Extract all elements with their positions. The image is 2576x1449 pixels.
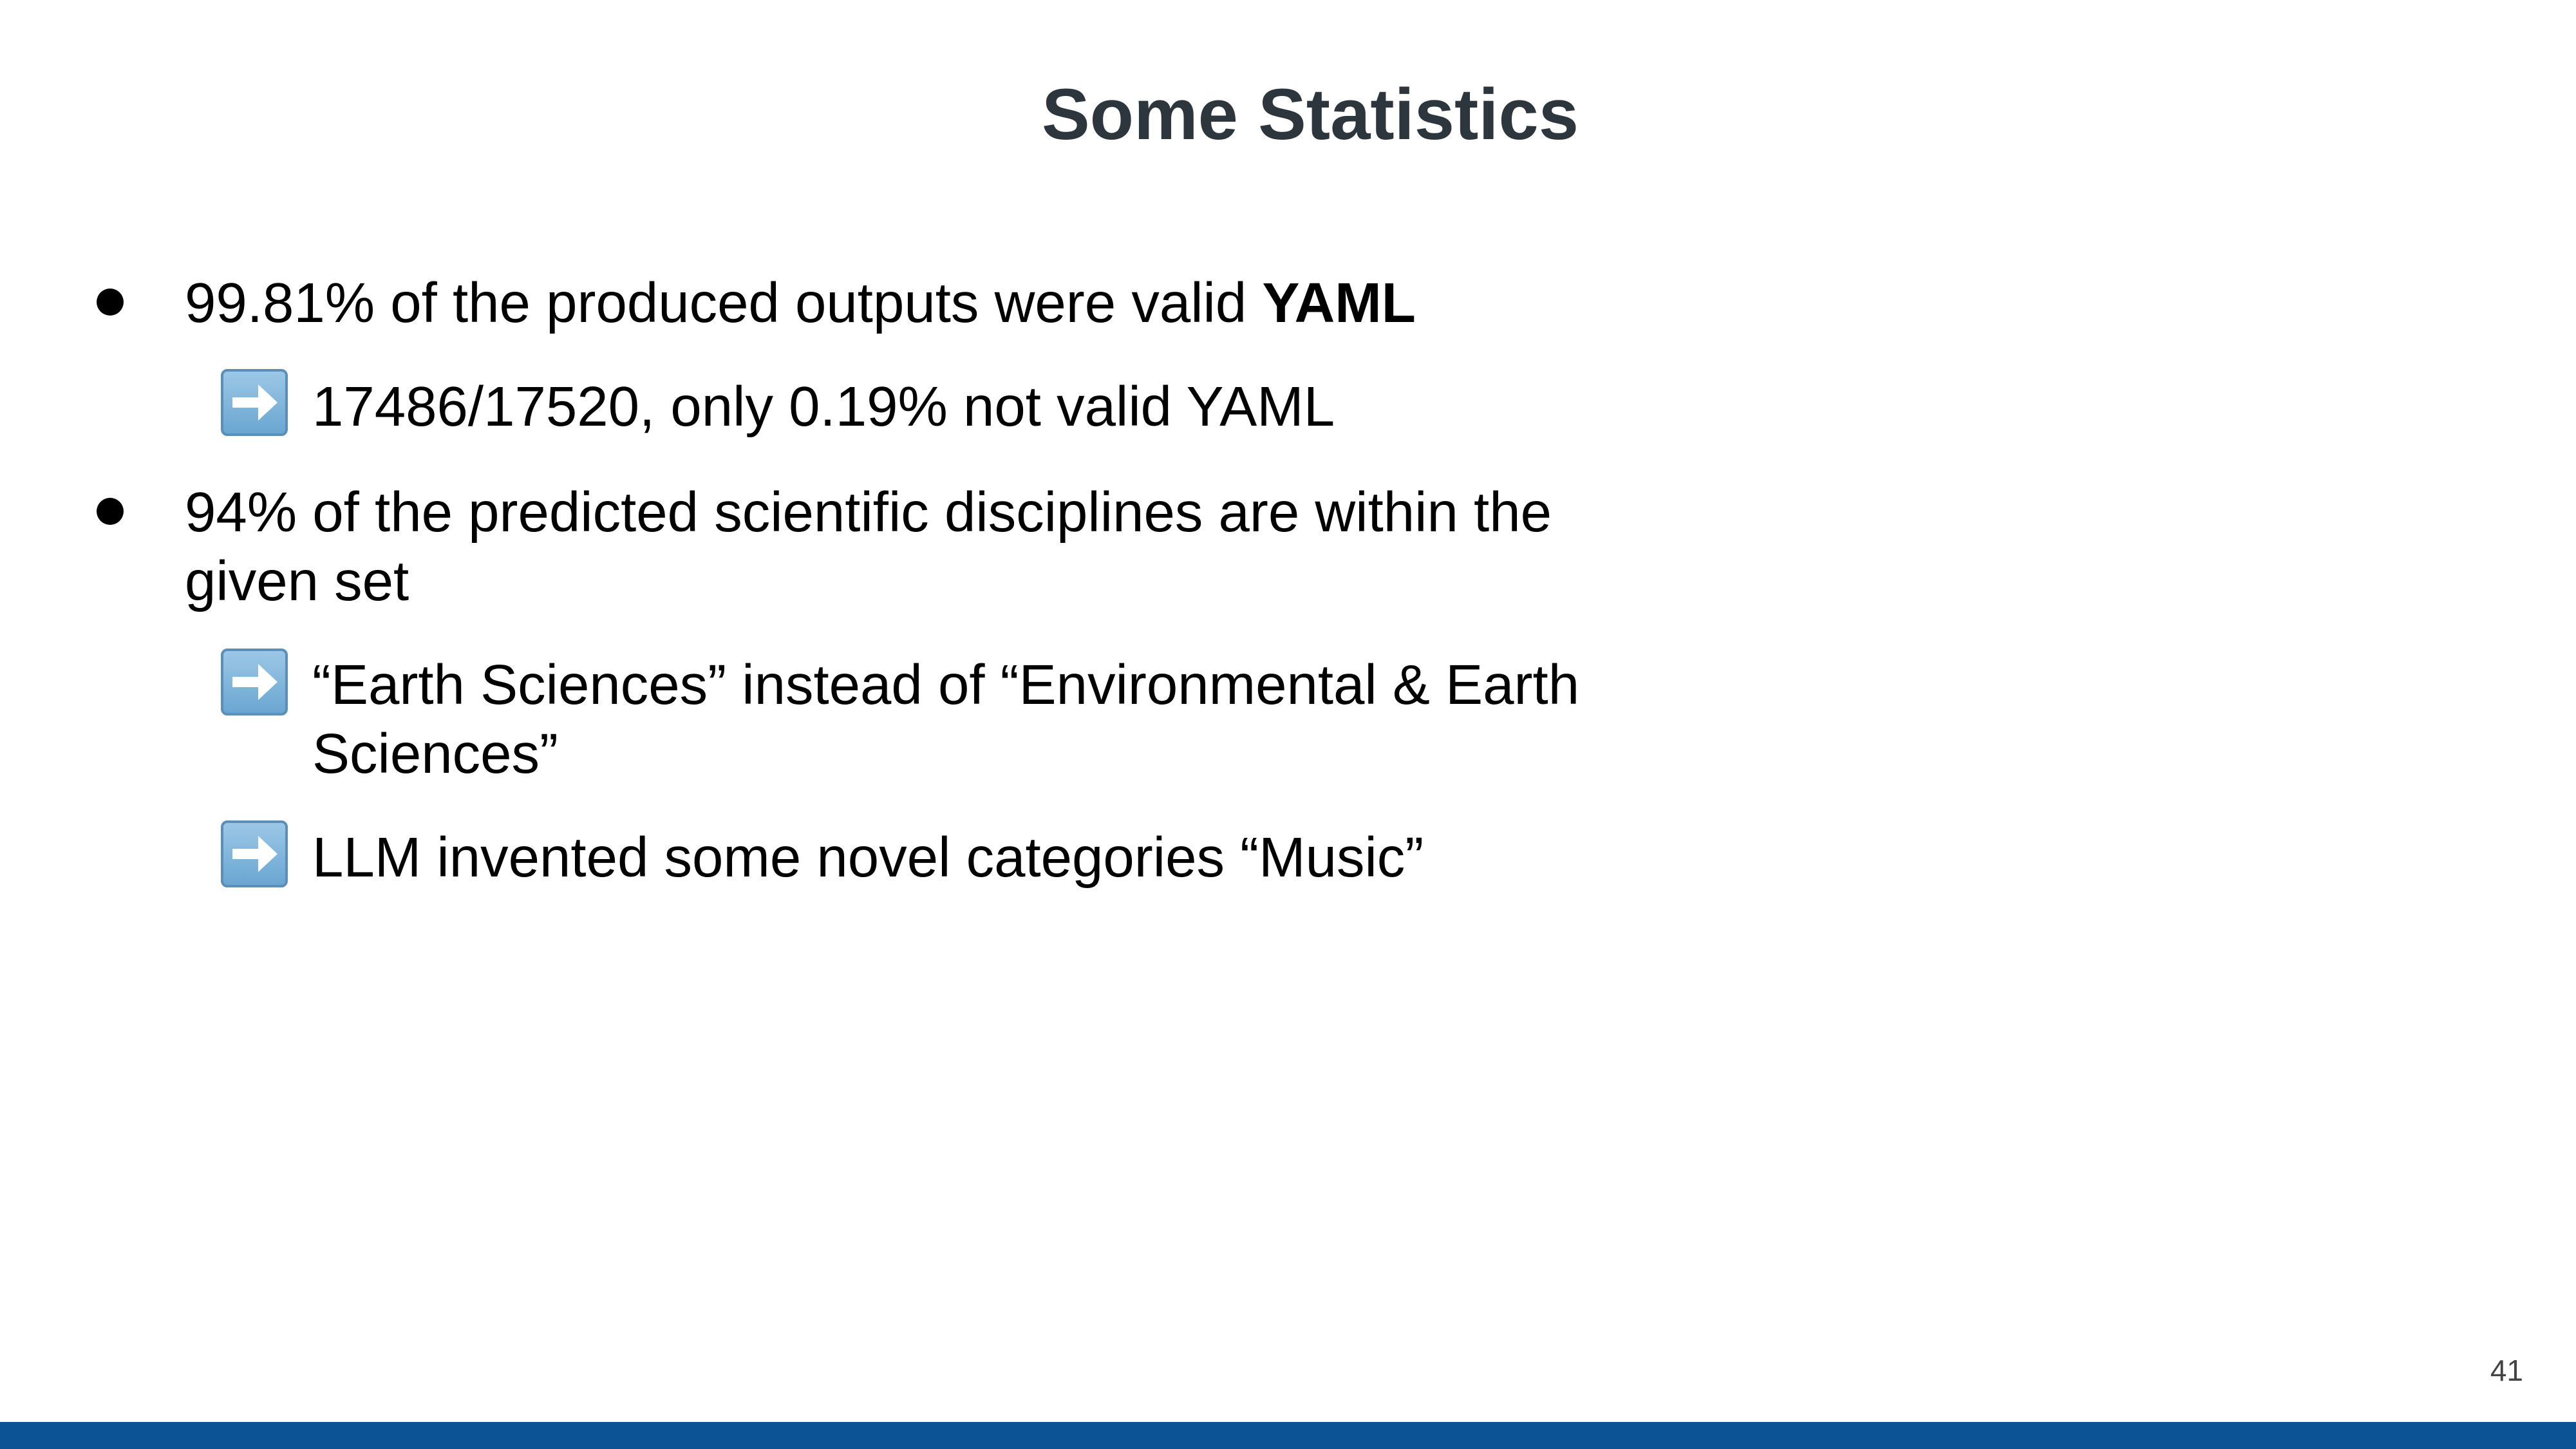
bullet-dot — [97, 498, 124, 525]
bullet-2-line-1: 94% of the predicted scientific discipli… — [185, 481, 1552, 544]
right-arrow-glyph — [232, 836, 277, 872]
subitem-2-1-line-2: Sciences” — [312, 723, 558, 785]
subitem-2-1-line-1: “Earth Sciences” instead of “Environment… — [312, 654, 1580, 716]
slide-title: Some Statistics — [1041, 74, 1579, 155]
right-arrow-icon — [221, 649, 288, 715]
right-arrow-icon — [221, 820, 288, 887]
bullet-1-text-bold: YAML — [1262, 272, 1416, 334]
bullet-dot — [97, 289, 124, 316]
bullet-1-text-prefix: 99.81% of the produced outputs were vali… — [185, 272, 1263, 334]
subitem-1-1-text: 17486/17520, only 0.19% not valid YAML — [312, 375, 1335, 438]
page-number: 41 — [2490, 1354, 2523, 1387]
bullet-2-line-2: given set — [185, 550, 409, 612]
footer-bar — [0, 1422, 2576, 1449]
right-arrow-glyph — [232, 664, 277, 700]
right-arrow-glyph — [232, 384, 277, 421]
subitem-2-2-text: LLM invented some novel categories “Musi… — [312, 826, 1424, 889]
right-arrow-icon — [221, 369, 288, 436]
bullet-1-text: 99.81% of the produced outputs were vali… — [185, 269, 1416, 337]
